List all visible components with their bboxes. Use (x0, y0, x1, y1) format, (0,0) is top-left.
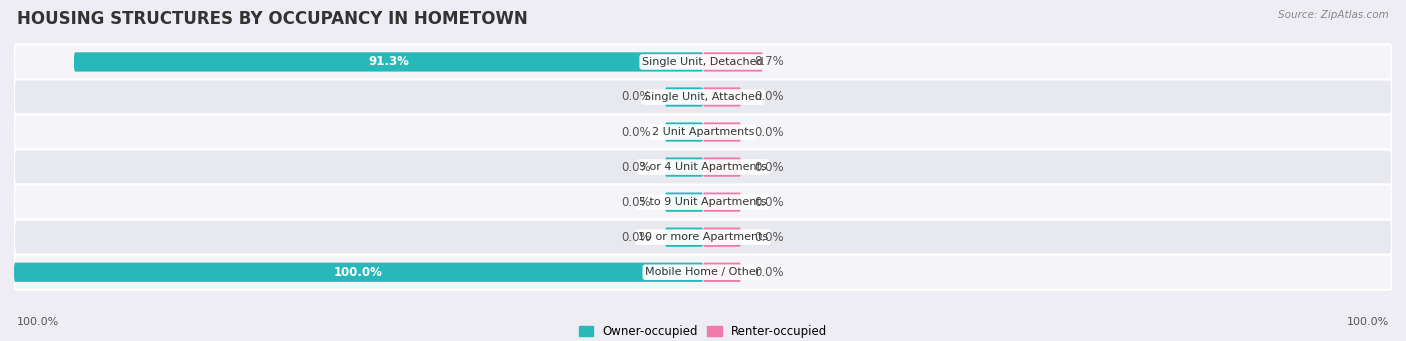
Text: Mobile Home / Other: Mobile Home / Other (645, 267, 761, 277)
FancyBboxPatch shape (665, 87, 703, 107)
Text: 0.0%: 0.0% (755, 90, 785, 104)
FancyBboxPatch shape (14, 184, 1392, 220)
FancyBboxPatch shape (14, 255, 1392, 290)
FancyBboxPatch shape (703, 158, 741, 177)
Text: 91.3%: 91.3% (368, 56, 409, 69)
FancyBboxPatch shape (703, 227, 741, 247)
FancyBboxPatch shape (14, 263, 703, 282)
Text: Single Unit, Detached: Single Unit, Detached (643, 57, 763, 67)
FancyBboxPatch shape (665, 158, 703, 177)
Text: 8.7%: 8.7% (755, 56, 785, 69)
Text: 0.0%: 0.0% (755, 161, 785, 174)
FancyBboxPatch shape (75, 52, 703, 72)
FancyBboxPatch shape (703, 263, 741, 282)
Text: 10 or more Apartments: 10 or more Apartments (638, 232, 768, 242)
Text: 0.0%: 0.0% (621, 90, 651, 104)
Text: 0.0%: 0.0% (755, 231, 785, 244)
Text: 0.0%: 0.0% (621, 231, 651, 244)
Text: 5 to 9 Unit Apartments: 5 to 9 Unit Apartments (640, 197, 766, 207)
Text: 100.0%: 100.0% (1347, 317, 1389, 327)
Text: 100.0%: 100.0% (335, 266, 382, 279)
Text: 0.0%: 0.0% (621, 161, 651, 174)
FancyBboxPatch shape (703, 87, 741, 107)
Text: 100.0%: 100.0% (17, 317, 59, 327)
Text: 0.0%: 0.0% (755, 266, 785, 279)
Text: 0.0%: 0.0% (755, 125, 785, 138)
FancyBboxPatch shape (14, 79, 1392, 115)
FancyBboxPatch shape (703, 122, 741, 142)
Text: 0.0%: 0.0% (621, 125, 651, 138)
Text: Source: ZipAtlas.com: Source: ZipAtlas.com (1278, 10, 1389, 20)
Text: HOUSING STRUCTURES BY OCCUPANCY IN HOMETOWN: HOUSING STRUCTURES BY OCCUPANCY IN HOMET… (17, 10, 527, 28)
Text: 0.0%: 0.0% (755, 196, 785, 209)
Text: 0.0%: 0.0% (621, 196, 651, 209)
FancyBboxPatch shape (703, 52, 763, 72)
FancyBboxPatch shape (14, 115, 1392, 150)
FancyBboxPatch shape (665, 122, 703, 142)
FancyBboxPatch shape (14, 220, 1392, 255)
Text: Single Unit, Attached: Single Unit, Attached (644, 92, 762, 102)
FancyBboxPatch shape (703, 193, 741, 212)
Text: 2 Unit Apartments: 2 Unit Apartments (652, 127, 754, 137)
FancyBboxPatch shape (14, 150, 1392, 184)
Text: 3 or 4 Unit Apartments: 3 or 4 Unit Apartments (640, 162, 766, 172)
FancyBboxPatch shape (14, 44, 1392, 79)
FancyBboxPatch shape (665, 193, 703, 212)
FancyBboxPatch shape (665, 227, 703, 247)
Legend: Owner-occupied, Renter-occupied: Owner-occupied, Renter-occupied (574, 321, 832, 341)
